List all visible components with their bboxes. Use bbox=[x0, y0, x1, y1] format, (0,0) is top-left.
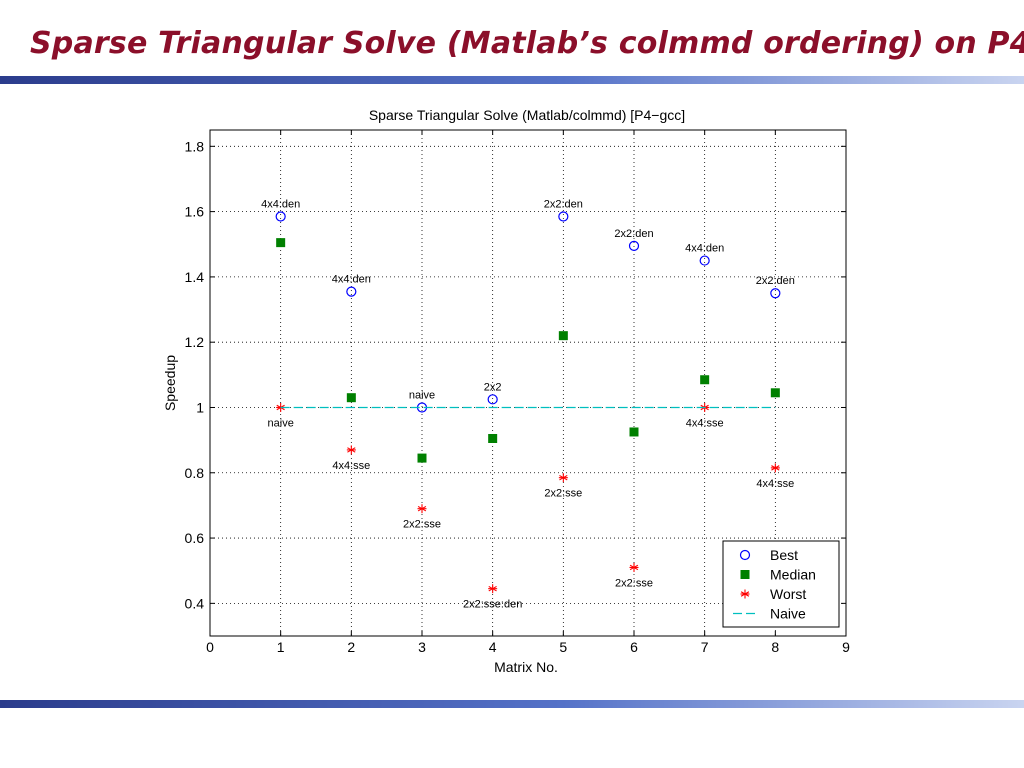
best-point bbox=[628, 240, 640, 251]
best-point-label: 4x4:den bbox=[685, 243, 724, 255]
best-point-label: 2x2:den bbox=[756, 275, 795, 287]
plot-frame bbox=[209, 129, 847, 637]
slide-title: Sparse Triangular Solve (Matlab’s colmmd… bbox=[30, 26, 1024, 61]
x-tick-label: 0 bbox=[206, 639, 214, 655]
worst-point bbox=[770, 463, 780, 473]
best-point-label: 4x4:den bbox=[261, 199, 300, 211]
legend-entry-median: Median bbox=[770, 567, 816, 583]
legend-entry-worst: Worst bbox=[770, 586, 806, 602]
y-tick-label: 1.4 bbox=[185, 269, 205, 285]
best-point-label: naive bbox=[409, 389, 435, 401]
worst-point bbox=[558, 473, 568, 483]
best-point bbox=[558, 211, 569, 222]
worst-point-label: 2x2:sse:den bbox=[463, 599, 522, 611]
x-tick-label: 5 bbox=[559, 639, 567, 655]
worst-point bbox=[488, 584, 498, 594]
median-point bbox=[276, 238, 286, 248]
worst-point-label: 2x2:sse bbox=[544, 488, 582, 500]
best-point-label: 2x2 bbox=[484, 381, 502, 393]
y-tick-label: 0.6 bbox=[185, 530, 205, 546]
legend: Best Median Worst Naive bbox=[722, 540, 840, 628]
point-labels: 4x4:den 4x4:den naive 2x2 2x2:den 2x2:den 4x4:… bbox=[261, 199, 795, 611]
best-point bbox=[770, 288, 781, 299]
median-point bbox=[346, 393, 356, 403]
x-tick-label: 7 bbox=[701, 639, 709, 655]
y-tick-label: 0.8 bbox=[185, 465, 205, 481]
chart-title: Sparse Triangular Solve (Matlab/colmmd) … bbox=[369, 107, 685, 123]
y-tick-label: 1 bbox=[196, 399, 204, 415]
median-point bbox=[488, 433, 498, 443]
worst-point-label: naive bbox=[268, 417, 294, 429]
x-axis-label: Matrix No. bbox=[494, 659, 558, 675]
worst-point-label: 2x2:sse bbox=[403, 519, 441, 531]
best-point bbox=[487, 394, 498, 405]
y-tick-label: 1.6 bbox=[185, 204, 205, 220]
x-tick-label: 9 bbox=[842, 639, 850, 655]
legend-swatch-worst bbox=[740, 589, 750, 599]
y-tick-label: 1.2 bbox=[185, 334, 205, 350]
bottom-divider-bar bbox=[0, 700, 1024, 708]
y-axis-label: Speedup bbox=[162, 355, 178, 411]
x-tick-label: 8 bbox=[771, 639, 779, 655]
best-point-label: 4x4:den bbox=[332, 274, 371, 286]
best-point bbox=[699, 255, 710, 266]
x-tick-label: 3 bbox=[418, 639, 426, 655]
y-tick-label: 0.4 bbox=[185, 595, 205, 611]
best-point bbox=[346, 286, 357, 297]
legend-swatch-best bbox=[739, 549, 751, 561]
legend-swatch-median bbox=[740, 570, 750, 579]
series-layer bbox=[275, 211, 781, 594]
legend-entry-naive: Naive bbox=[770, 606, 806, 622]
worst-point-label: 4x4:sse bbox=[332, 460, 370, 472]
x-tick-label: 2 bbox=[347, 639, 355, 655]
worst-point bbox=[346, 445, 356, 455]
best-point-label: 2x2:den bbox=[614, 228, 653, 240]
best-point-label: 2x2:den bbox=[544, 199, 583, 211]
median-point bbox=[700, 375, 710, 385]
grid-lines bbox=[210, 130, 846, 636]
legend-box bbox=[722, 540, 840, 628]
axis-ticks: 0 1 2 3 4 5 6 7 8 9 0.4 0.6 0.8 1 1.2 1.4 1.6 1.8 bbox=[185, 130, 850, 655]
worst-point-label: 4x4:sse bbox=[686, 417, 724, 429]
median-point bbox=[558, 331, 568, 341]
median-point bbox=[417, 453, 427, 463]
top-divider-bar bbox=[0, 76, 1024, 84]
worst-point bbox=[417, 504, 427, 514]
median-point bbox=[770, 388, 780, 398]
y-tick-label: 1.8 bbox=[185, 138, 205, 154]
worst-point-label: 4x4:sse bbox=[756, 478, 794, 490]
x-tick-label: 4 bbox=[489, 639, 497, 655]
legend-entry-best: Best bbox=[770, 547, 798, 563]
best-point bbox=[275, 211, 286, 222]
x-tick-label: 1 bbox=[277, 639, 285, 655]
median-point bbox=[629, 427, 639, 437]
worst-point bbox=[629, 562, 639, 572]
worst-point-label: 2x2:sse bbox=[615, 577, 653, 589]
x-tick-label: 6 bbox=[630, 639, 638, 655]
